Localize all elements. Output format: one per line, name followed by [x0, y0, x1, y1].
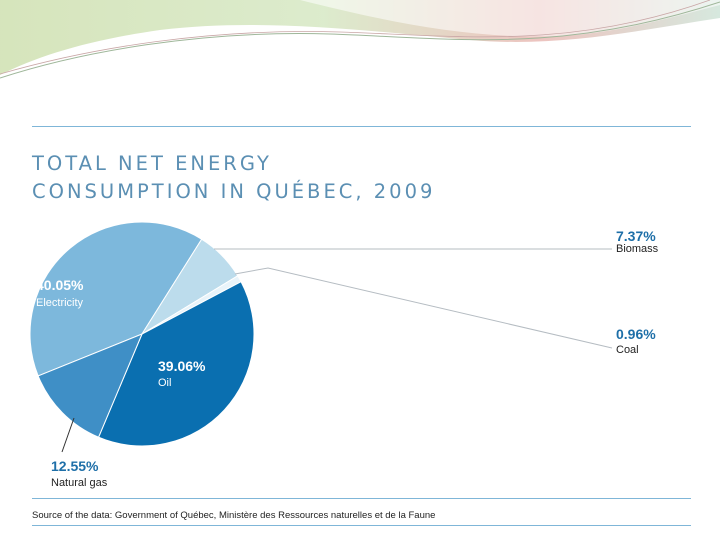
leader-line-coal	[234, 267, 613, 349]
biomass-pct-label: 7.37%	[616, 228, 656, 244]
top-rule	[32, 126, 691, 127]
coal-pct-label: 0.96%	[616, 326, 656, 342]
oil-name-label: Oil	[158, 377, 171, 389]
chart-title-line-1: TOTAL NET ENERGY	[32, 152, 272, 175]
bottom-rule	[32, 525, 691, 526]
natural-gas-pct-label: 12.55%	[51, 458, 99, 474]
natural-gas-name-label: Natural gas	[51, 477, 108, 489]
electricity-pct-label: 40.05%	[36, 277, 84, 293]
header-swoosh-decoration	[0, 0, 720, 79]
pie-slice-oil	[97, 281, 255, 447]
chart-title: TOTAL NET ENERGY CONSUMPTION IN QUÉBEC, …	[32, 150, 435, 206]
oil-pct-label: 39.06%	[158, 358, 206, 374]
source-top-rule	[32, 498, 691, 499]
biomass-name-label: Biomass	[616, 243, 659, 255]
chart-title-line-2: CONSUMPTION IN QUÉBEC, 2009	[32, 180, 436, 203]
pie-slice-electricity	[29, 221, 203, 377]
pie-slice-natural-gas	[37, 333, 143, 438]
coal-name-label: Coal	[616, 344, 639, 356]
leader-line-natural-gas	[61, 417, 75, 453]
electricity-name-label: Electricity	[36, 297, 84, 309]
source-note: Source of the data: Government of Québec…	[32, 510, 436, 521]
